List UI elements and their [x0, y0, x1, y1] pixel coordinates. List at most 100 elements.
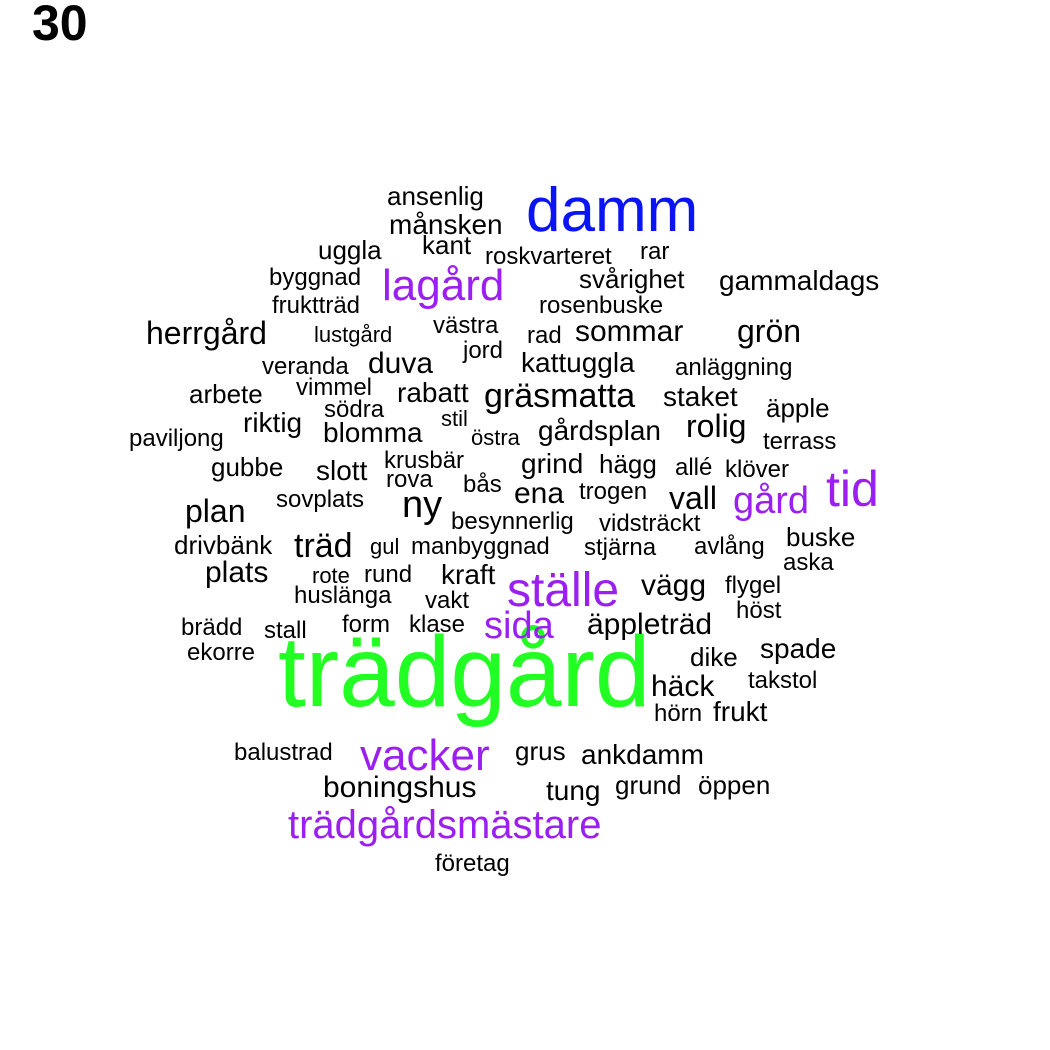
- word-uggla: uggla: [318, 235, 382, 266]
- word-rosenbuske: rosenbuske: [539, 292, 664, 320]
- word-rova: rova: [386, 466, 433, 494]
- word-hägg: hägg: [599, 449, 657, 480]
- word-sida: sida: [484, 604, 554, 647]
- word-stil: stil: [441, 406, 468, 432]
- word-veranda: veranda: [262, 353, 349, 381]
- word-fruktträd: fruktträd: [272, 292, 361, 320]
- word-lagård: lagård: [382, 261, 505, 311]
- word-vägg: vägg: [641, 568, 707, 602]
- word-äpple: äpple: [766, 393, 830, 424]
- word-rabatt: rabatt: [397, 376, 469, 408]
- word-brädd: brädd: [181, 614, 243, 642]
- word-aska: aska: [783, 549, 834, 577]
- word-paviljong: paviljong: [129, 425, 224, 453]
- word-klase: klase: [409, 611, 466, 639]
- word-arbete: arbete: [189, 379, 263, 410]
- word-tid: tid: [826, 460, 879, 517]
- word-vall: vall: [669, 480, 718, 517]
- word-träd: träd: [294, 527, 353, 566]
- word-ankdamm: ankdamm: [581, 738, 704, 770]
- word-södra: södra: [324, 396, 385, 424]
- word-plan: plan: [185, 493, 246, 530]
- word-kattuggla: kattuggla: [521, 346, 635, 378]
- word-damm: damm: [526, 175, 699, 245]
- word-ställe: ställe: [507, 563, 620, 617]
- word-dike: dike: [690, 642, 738, 673]
- word-företag: företag: [435, 850, 510, 878]
- word-grind: grind: [521, 447, 584, 479]
- word-trogen: trogen: [579, 478, 648, 506]
- word-västra: västra: [433, 312, 499, 340]
- word-vacker: vacker: [360, 731, 490, 781]
- word-staket: staket: [663, 380, 738, 412]
- word-kraft: kraft: [441, 558, 496, 590]
- word-huslänga: huslänga: [294, 582, 392, 610]
- word-buske: buske: [786, 522, 856, 553]
- word-rote: rote: [312, 563, 350, 589]
- word-blomma: blomma: [323, 416, 423, 448]
- word-häck: häck: [651, 669, 715, 703]
- word-hörn: hörn: [654, 700, 703, 728]
- word-drivbänk: drivbänk: [174, 530, 273, 561]
- word-rad: rad: [527, 322, 562, 350]
- word-höst: höst: [736, 597, 782, 625]
- word-gul: gul: [370, 534, 400, 560]
- word-avlång: avlång: [694, 533, 765, 561]
- word-äppleträd: äppleträd: [587, 607, 713, 641]
- word-månsken: månsken: [389, 208, 503, 240]
- word-gård: gård: [733, 479, 810, 522]
- word-allé: allé: [675, 454, 713, 482]
- word-ekorre: ekorre: [187, 639, 256, 667]
- word-manbyggnad: manbyggnad: [411, 533, 550, 561]
- word-gammaldags: gammaldags: [719, 264, 880, 296]
- word-stjärna: stjärna: [584, 534, 657, 562]
- word-krusbär: krusbär: [384, 447, 465, 475]
- word-plats: plats: [205, 555, 269, 589]
- word-sommar: sommar: [575, 314, 684, 348]
- word-vakt: vakt: [425, 587, 470, 615]
- word-ny: ny: [402, 483, 443, 526]
- word-rolig: rolig: [686, 408, 747, 445]
- word-vidsträckt: vidsträckt: [599, 510, 701, 538]
- word-öppen: öppen: [698, 770, 771, 801]
- word-rund: rund: [364, 561, 413, 589]
- word-gårdsplan: gårdsplan: [538, 414, 661, 446]
- word-jord: jord: [463, 337, 504, 365]
- page-number: 30: [32, 0, 88, 51]
- word-ena: ena: [514, 476, 565, 510]
- word-flygel: flygel: [725, 572, 782, 600]
- word-rar: rar: [640, 238, 670, 266]
- word-ansenlig: ansenlig: [387, 181, 484, 212]
- word-form: form: [342, 611, 390, 639]
- word-byggnad: byggnad: [269, 264, 362, 292]
- word-terrass: terrass: [763, 428, 837, 456]
- word-balustrad: balustrad: [234, 739, 333, 767]
- word-duva: duva: [368, 346, 434, 380]
- word-trädgårdsmästare: trädgårdsmästare: [288, 802, 602, 847]
- word-vimmel: vimmel: [296, 374, 372, 402]
- word-roskvarteret: roskvarteret: [485, 243, 612, 271]
- word-riktig: riktig: [243, 406, 303, 438]
- word-sovplats: sovplats: [276, 486, 365, 514]
- word-slott: slott: [316, 454, 368, 486]
- word-östra: östra: [471, 425, 520, 451]
- word-gräsmatta: gräsmatta: [484, 377, 636, 416]
- word-lustgård: lustgård: [314, 322, 393, 348]
- word-frukt: frukt: [713, 695, 768, 727]
- word-grund: grund: [615, 770, 682, 801]
- word-gubbe: gubbe: [211, 452, 284, 483]
- word-besynnerlig: besynnerlig: [451, 508, 574, 536]
- word-tung: tung: [546, 774, 601, 806]
- word-grus: grus: [515, 736, 566, 767]
- word-trädgård: trädgård: [278, 615, 651, 728]
- word-grön: grön: [737, 313, 802, 350]
- word-klöver: klöver: [725, 456, 790, 484]
- word-bås: bås: [463, 471, 502, 499]
- word-takstol: takstol: [748, 667, 818, 695]
- word-svårighet: svårighet: [579, 264, 685, 295]
- word-herrgård: herrgård: [146, 315, 267, 352]
- word-stall: stall: [264, 617, 307, 645]
- word-anläggning: anläggning: [675, 354, 793, 382]
